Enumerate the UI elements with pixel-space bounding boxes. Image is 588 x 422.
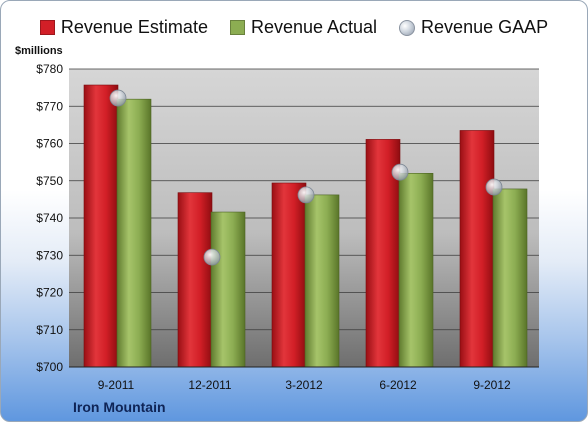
bar-revenue-estimate	[271, 182, 307, 368]
bar-revenue-estimate	[459, 130, 495, 368]
marker-revenue-gaap	[203, 248, 221, 266]
y-tick-label: $780	[36, 62, 63, 76]
legend: Revenue Estimate Revenue Actual Revenue …	[1, 17, 587, 38]
legend-swatch-gaap	[399, 19, 416, 36]
x-tick-label: 3-2012	[285, 378, 323, 392]
marker-revenue-gaap	[297, 186, 315, 204]
plot-area: $700 $710 $720 $730 $740 $750 $760 $770 $780 9-20…	[36, 62, 539, 392]
x-tick-label: 9-2011	[98, 378, 135, 392]
legend-swatch-estimate	[39, 20, 55, 35]
bar-revenue-actual	[304, 194, 340, 368]
marker-revenue-gaap	[391, 163, 409, 181]
bar-revenue-actual	[116, 98, 152, 368]
y-tick-label: $720	[36, 286, 63, 300]
y-tick-label: $760	[36, 137, 63, 151]
bar-revenue-actual	[210, 211, 246, 368]
bar-revenue-actual	[492, 188, 528, 368]
legend-label-gaap: Revenue GAAP	[421, 17, 549, 37]
x-tick-label: 12-2011	[188, 378, 231, 392]
company-name: Iron Mountain	[73, 399, 166, 415]
x-tick-label: 9-2012	[473, 378, 511, 392]
legend-item-estimate: Revenue Estimate	[39, 17, 208, 38]
y-tick-label: $750	[36, 174, 63, 188]
marker-revenue-gaap	[485, 178, 503, 196]
x-tick-label: 6-2012	[379, 378, 417, 392]
y-tick-label: $770	[36, 99, 63, 113]
y-tick-label: $730	[36, 248, 63, 262]
legend-item-actual: Revenue Actual	[229, 17, 378, 38]
y-axis-label: $millions	[15, 45, 63, 57]
legend-label-estimate: Revenue Estimate	[60, 17, 208, 37]
y-tick-label: $740	[36, 211, 63, 225]
bar-revenue-estimate	[177, 192, 213, 368]
y-tick-label: $700	[36, 360, 63, 374]
legend-item-gaap: Revenue GAAP	[399, 17, 548, 38]
legend-swatch-actual	[229, 20, 245, 35]
y-tick-label: $710	[36, 323, 63, 337]
bar-revenue-actual	[398, 173, 434, 368]
marker-revenue-gaap	[109, 89, 127, 107]
legend-label-actual: Revenue Actual	[250, 17, 378, 37]
bar-revenue-estimate	[83, 84, 119, 368]
